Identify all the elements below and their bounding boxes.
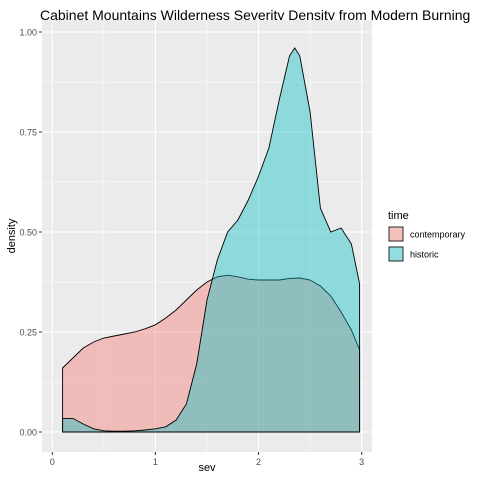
chart-title: Cabinet Mountains Wilderness Severity De…	[40, 7, 470, 23]
y-tick-label: 0.75	[19, 128, 37, 138]
x-axis: 0 1 2 3	[50, 452, 364, 467]
legend-key-bg	[388, 226, 404, 242]
y-tick-label: 1.00	[19, 28, 37, 38]
x-axis-label: sev	[198, 462, 216, 474]
y-axis: 0.00 0.25 0.50 0.75 1.00	[19, 28, 42, 438]
density-area-contemporary	[62, 274, 361, 433]
x-tick-label: 1	[153, 457, 158, 467]
legend-key-contemporary	[388, 226, 404, 242]
density-area-historic	[62, 47, 361, 433]
legend-label-contemporary: contemporary	[410, 230, 466, 240]
density-areas	[62, 47, 361, 433]
legend-title: time	[388, 210, 409, 222]
legend-items: contemporary historic	[388, 226, 466, 262]
grid-minor	[42, 20, 372, 452]
y-tick-label: 0.00	[19, 428, 37, 438]
y-tick-label: 0.50	[19, 228, 37, 238]
legend-label-historic: historic	[410, 250, 439, 260]
y-axis-label: density	[6, 218, 18, 253]
y-tick-label: 0.25	[19, 328, 37, 338]
x-tick-label: 0	[50, 457, 55, 467]
x-tick-label: 2	[256, 457, 261, 467]
legend-key-bg	[388, 246, 404, 262]
legend-key-historic	[388, 246, 404, 262]
legend: time contemporary historic	[388, 210, 466, 262]
x-tick-label: 3	[359, 457, 364, 467]
